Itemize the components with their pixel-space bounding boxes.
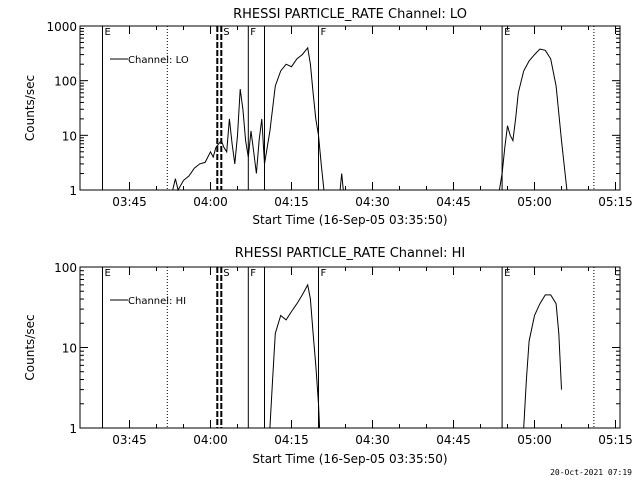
x-tick-label: 04:00 (193, 433, 228, 447)
x-tick-label: 04:00 (193, 195, 228, 209)
y-tick-label: 1 (69, 422, 77, 436)
marker-label-F: F (321, 268, 327, 279)
x-tick-label: 04:45 (436, 433, 471, 447)
chart-panel-1: RHESSI PARTICLE_RATE Channel: LO 03:45 04:… (23, 7, 633, 227)
marker-label-F: F (250, 27, 256, 38)
x-tick-label: 04:15 (274, 433, 309, 447)
x-tick-label: 05:00 (517, 195, 552, 209)
y-axis-label: Counts/sec (23, 314, 37, 380)
marker-label-E: E (105, 268, 111, 279)
series-line-segment-2 (523, 294, 562, 429)
y-tick-label: 100 (54, 75, 77, 89)
y-tick-label: 100 (54, 261, 77, 275)
series-line-segment-2 (339, 173, 344, 191)
legend-label: Channel: HI (128, 296, 186, 307)
y-tick-label: 1 (69, 184, 77, 198)
plot-frame (79, 266, 621, 429)
marker-label-F: F (250, 268, 256, 279)
x-tick-label: 04:15 (274, 195, 309, 209)
x-tick-label: 04:30 (355, 195, 390, 209)
x-tick-label: 05:15 (598, 195, 633, 209)
x-tick-label: 03:45 (112, 195, 147, 209)
plot-frame (79, 25, 621, 191)
x-axis-label: Start Time (16-Sep-05 03:35:50) (252, 213, 447, 227)
x-tick-label: 04:30 (355, 433, 390, 447)
x-axis-label: Start Time (16-Sep-05 03:35:50) (252, 452, 447, 466)
y-axis-label: Counts/sec (23, 75, 37, 141)
generated-timestamp: 20-Oct-2021 07:19 (550, 468, 632, 477)
chart-title: RHESSI PARTICLE_RATE Channel: LO (233, 7, 467, 22)
x-tick-label: 03:45 (112, 433, 147, 447)
marker-label-E: E (105, 27, 111, 38)
x-tick-label: 04:45 (436, 195, 471, 209)
y-tick-label: 1000 (46, 20, 77, 34)
series-line-segment-3 (498, 48, 568, 191)
marker-label-F: F (321, 27, 327, 38)
marker-label-E: E (504, 27, 510, 38)
chart-title: RHESSI PARTICLE_RATE Channel: HI (235, 246, 465, 261)
marker-label-S: S (223, 268, 229, 279)
series-line-segment-1 (172, 46, 325, 192)
x-tick-label: 05:00 (517, 433, 552, 447)
series-line-segment-1 (269, 283, 321, 429)
marker-label-E: E (504, 268, 510, 279)
y-tick-label: 10 (62, 342, 77, 356)
x-tick-label: 05:15 (598, 433, 633, 447)
chart-panel-2: RHESSI PARTICLE_RATE Channel: HI 03:45 04:… (23, 246, 633, 466)
legend-label: Channel: LO (128, 55, 189, 66)
marker-label-S: S (223, 27, 229, 38)
y-tick-label: 10 (62, 129, 77, 143)
